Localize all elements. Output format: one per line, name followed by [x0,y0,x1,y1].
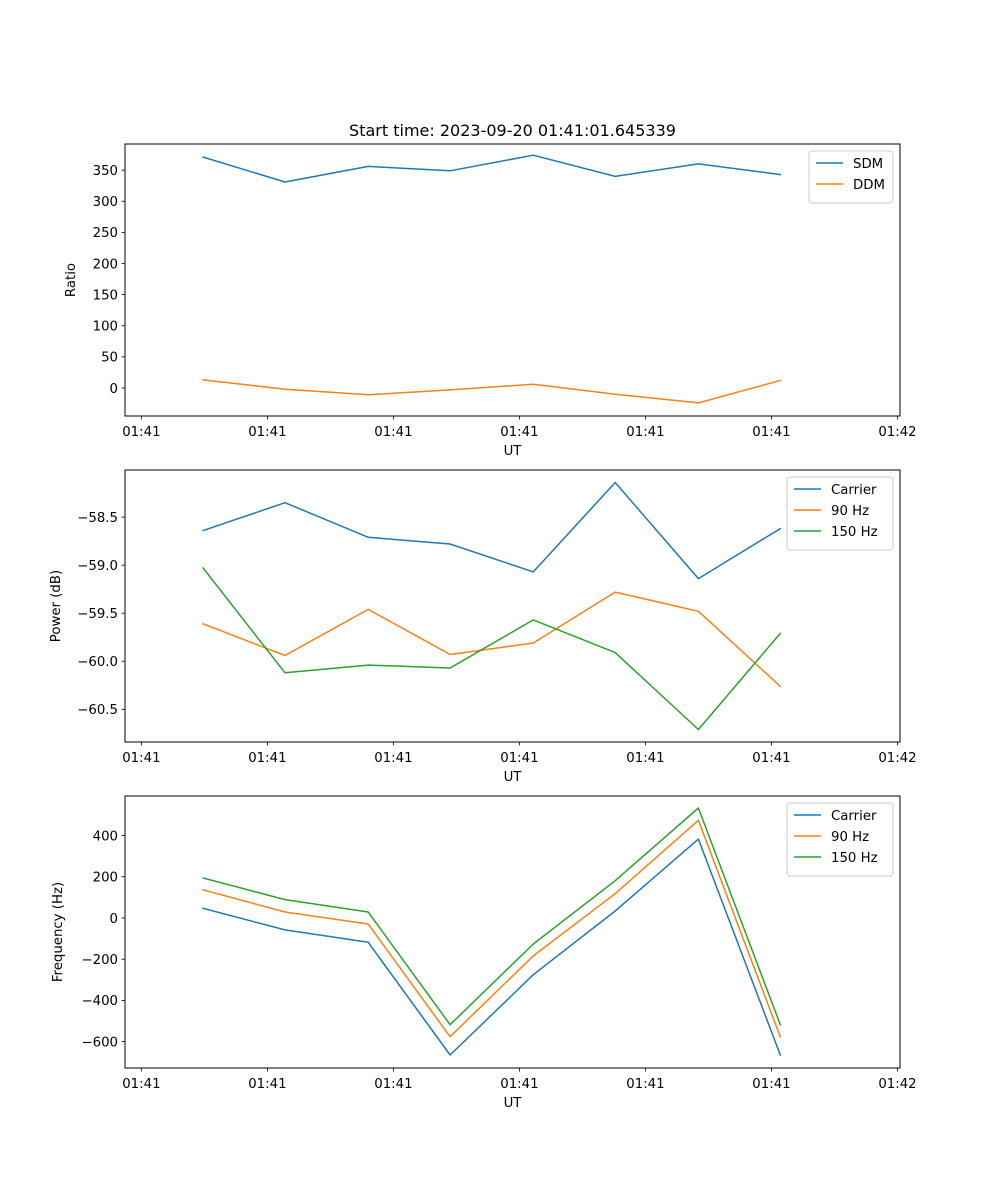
x-tick-label: 01:41 [500,751,538,766]
series-group [202,807,782,1056]
y-tick-label: 0 [110,382,118,397]
y-tick-label: −58.5 [77,511,118,526]
legend: Carrier 90 Hz 150 Hz [786,476,894,551]
axes-frame [124,469,901,743]
y-tick-label: −60.0 [77,655,118,670]
y-tick-label: 350 [93,164,118,179]
legend-label: Carrier [831,809,877,824]
y-tick-label: −59.5 [77,607,118,622]
x-tick-label: 01:42 [878,425,916,440]
series-line-90-hz [202,819,782,1038]
x-tick-label: 01:41 [248,751,286,766]
x-tick-label: 01:41 [374,751,412,766]
legend-label: Carrier [831,483,877,498]
legend: SDM DDM [808,150,894,204]
y-axis-label: Power (dB) [49,570,64,642]
series-line-carrier [202,481,782,580]
legend-label: 150 Hz [831,851,878,866]
series-line-150-hz [202,807,782,1026]
y-axis-label: Frequency (Hz) [51,882,66,982]
legend-label: DDM [853,178,885,193]
x-tick-label: 01:41 [374,1077,412,1092]
x-tick-label: 01:41 [122,1077,160,1092]
x-tick-label: 01:41 [122,751,160,766]
x-axis-label: UT [504,770,523,785]
x-tick-label: 01:42 [878,751,916,766]
legend-label: 90 Hz [831,830,869,845]
x-tick-label: 01:42 [878,1077,916,1092]
y-tick-label: 50 [101,351,118,366]
axes-frame [124,795,901,1069]
power-panel: 01:41 01:41 01:41 01:41 01:41 01:41 01:42 UT −58… [49,469,917,785]
x-axis-label: UT [504,444,523,459]
y-tick-label: 0 [110,912,118,927]
x-tick-label: 01:41 [500,425,538,440]
x-axis-label: UT [504,1096,523,1111]
series-group [202,154,782,404]
ratio-panel: 01:41 01:41 01:41 01:41 01:41 01:41 01:42 UT 0 50… [64,143,917,459]
y-tick-label: −59.0 [77,559,118,574]
series-line-90-hz [202,591,782,688]
chart-title: Start time: 2023-09-20 01:41:01.645339 [349,121,676,140]
y-tick-label: 250 [93,226,118,241]
y-axis-label: Ratio [64,263,79,297]
series-line-carrier [202,838,782,1056]
y-tick-label: 200 [93,871,118,886]
legend: Carrier 90 Hz 150 Hz [786,802,894,877]
x-tick-label: 01:41 [752,425,790,440]
x-tick-label: 01:41 [626,1077,664,1092]
axes-frame [124,143,901,417]
x-tick-label: 01:41 [752,751,790,766]
x-tick-label: 01:41 [374,425,412,440]
y-tick-label: 300 [93,195,118,210]
legend-box [808,150,894,204]
series-line-ddm [202,379,782,404]
frequency-panel: 01:41 01:41 01:41 01:41 01:41 01:41 01:42 UT 400… [51,795,917,1111]
y-tick-label: 400 [93,829,118,844]
x-tick-label: 01:41 [248,1077,286,1092]
y-tick-label: 150 [93,288,118,303]
x-tick-label: 01:41 [626,751,664,766]
x-tick-label: 01:41 [500,1077,538,1092]
x-tick-label: 01:41 [626,425,664,440]
y-tick-label: −60.5 [77,703,118,718]
y-tick-label: 100 [93,320,118,335]
y-tick-label: −600 [81,1035,118,1050]
y-tick-label: 200 [93,257,118,272]
series-line-150-hz [202,566,782,731]
series-group [202,481,782,731]
y-tick-label: −400 [81,994,118,1009]
series-line-sdm [202,154,782,183]
y-tick-label: −200 [81,953,118,968]
legend-label: 90 Hz [831,504,869,519]
x-tick-label: 01:41 [122,425,160,440]
legend-label: SDM [853,157,883,172]
x-tick-label: 01:41 [752,1077,790,1092]
x-tick-label: 01:41 [248,425,286,440]
legend-label: 150 Hz [831,525,878,540]
